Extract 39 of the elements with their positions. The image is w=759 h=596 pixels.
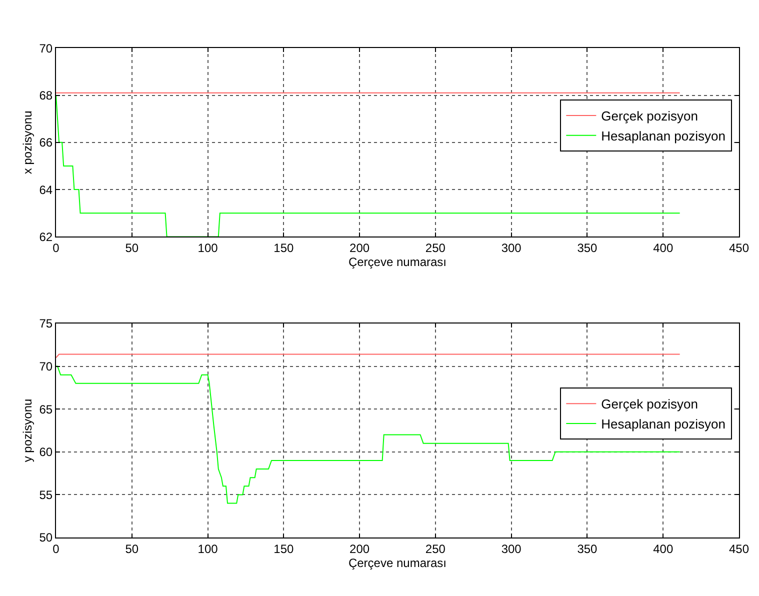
x-tick-label: 100 [198, 241, 218, 256]
y-tick-label: 60 [39, 445, 53, 460]
x-tick-label: 50 [125, 542, 139, 556]
y-tick-label: 55 [39, 488, 53, 502]
x-tick-label: 350 [577, 241, 598, 256]
y-tick-label: 75 [39, 316, 53, 331]
x-tick-label: 300 [501, 241, 522, 256]
legend-label: Gerçek pozisyon [601, 108, 698, 124]
y-tick-label: 64 [39, 182, 53, 197]
x-tick-label: 450 [728, 542, 750, 556]
x-tick-label: 150 [274, 241, 294, 256]
x-tick-label: 250 [425, 241, 446, 256]
y-tick-label: 68 [39, 88, 53, 102]
legend-label: Hesaplanan pozisyon [601, 416, 726, 432]
y-tick-label: 65 [39, 402, 53, 416]
x-tick-label: 250 [425, 542, 446, 556]
x-tick-label: 150 [274, 542, 294, 556]
y-axis-title: y pozisyonu [20, 398, 35, 462]
legend-label: Hesaplanan pozisyon [601, 128, 726, 144]
y-tick-label: 50 [39, 530, 53, 545]
x-tick-label: 400 [653, 241, 674, 256]
x-axis-title: Çerçeve numarası [348, 255, 447, 270]
x-tick-label: 200 [350, 241, 370, 256]
x-tick-label: 200 [350, 542, 370, 556]
x-tick-label: 0 [52, 542, 60, 556]
x-tick-label: 300 [501, 542, 522, 556]
y-tick-label: 70 [39, 41, 53, 56]
x-tick-label: 0 [52, 241, 60, 256]
y-tick-label: 70 [39, 359, 53, 374]
x-tick-label: 100 [198, 542, 218, 556]
legend-label: Gerçek pozisyon [601, 396, 698, 412]
x-tick-label: 350 [577, 542, 598, 556]
y-tick-label: 62 [39, 230, 53, 244]
y-axis-title: x pozisyonu [20, 110, 35, 174]
x-tick-label: 400 [653, 542, 674, 556]
x-axis-title: Çerçeve numarası [348, 556, 447, 570]
x-tick-label: 450 [728, 241, 750, 256]
y-tick-label: 66 [39, 136, 53, 150]
x-tick-label: 50 [125, 241, 139, 256]
